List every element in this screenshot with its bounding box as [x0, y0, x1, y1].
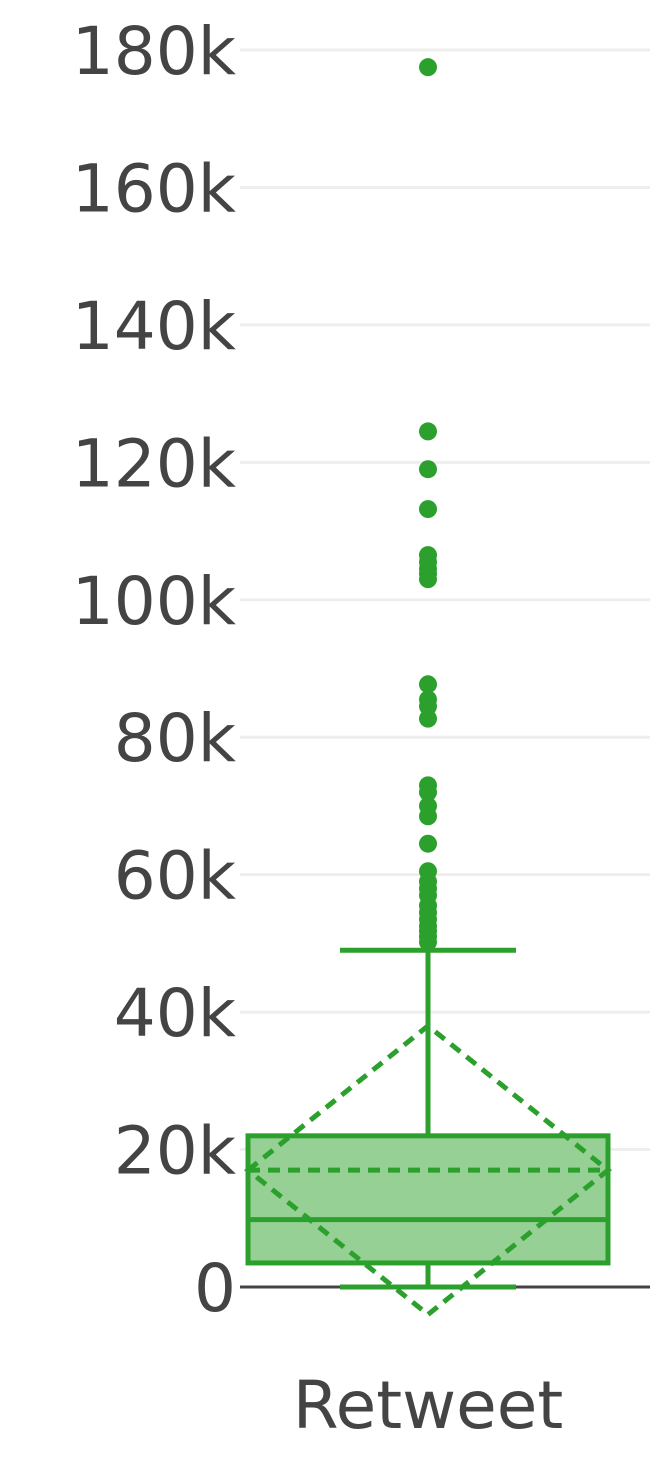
outlier-point — [419, 807, 437, 826]
y-tick-label: 0 — [194, 1250, 236, 1327]
x-axis: Retweet — [293, 1367, 563, 1444]
outlier-point — [419, 834, 437, 853]
outlier-point — [419, 675, 437, 694]
box-plot-marks — [244, 58, 612, 1318]
y-tick-label: 40k — [114, 975, 237, 1052]
y-tick-label: 80k — [114, 700, 237, 777]
y-tick-label: 160k — [72, 150, 237, 227]
gridlines — [240, 48, 650, 1289]
outlier-point — [419, 933, 437, 952]
outlier-point — [419, 783, 437, 802]
y-tick-label: 100k — [72, 563, 237, 640]
sd-diamond — [244, 1022, 612, 1318]
y-axis: 0 20k 40k 60k 80k 100k 120k 140k 160k 180k — [72, 13, 237, 1327]
outlier-point — [419, 697, 437, 716]
y-tick-label: 180k — [72, 13, 237, 90]
outlier-point — [419, 460, 437, 479]
outlier-point — [419, 58, 437, 77]
iqr-box — [245, 1133, 611, 1266]
outlier-point — [419, 500, 437, 519]
outlier-point — [419, 422, 437, 441]
y-tick-label: 120k — [72, 425, 237, 502]
outlier-point — [419, 709, 437, 728]
y-tick-label: 140k — [72, 288, 237, 365]
outlier-point — [419, 570, 437, 589]
x-category-label: Retweet — [293, 1367, 563, 1444]
y-tick-label: 60k — [114, 838, 237, 915]
y-tick-label: 20k — [114, 1113, 237, 1190]
